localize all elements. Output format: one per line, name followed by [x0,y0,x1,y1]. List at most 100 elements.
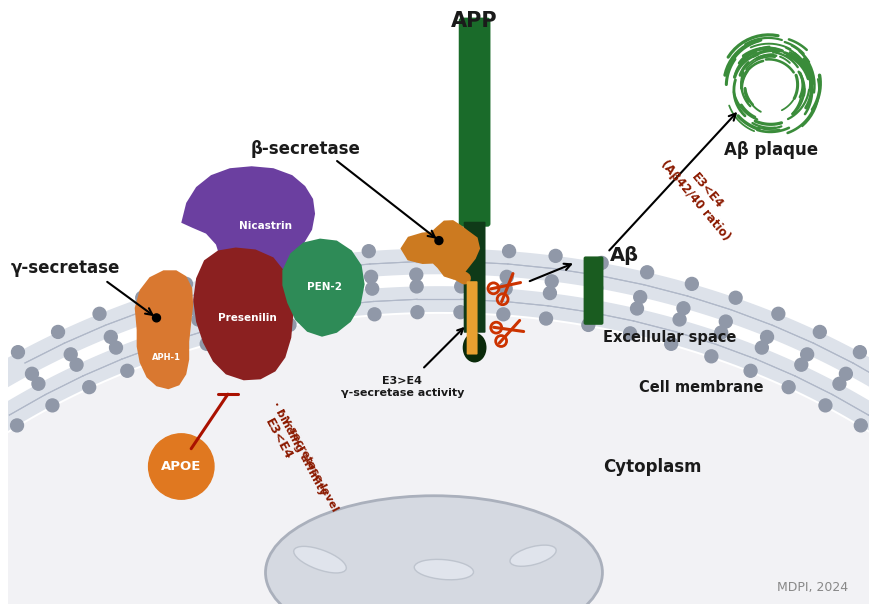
Text: β-secretase: β-secretase [250,140,360,158]
Circle shape [282,319,295,331]
FancyBboxPatch shape [458,18,490,226]
Circle shape [499,282,512,295]
Circle shape [46,399,59,412]
Circle shape [83,381,96,393]
Circle shape [587,293,600,306]
Circle shape [192,313,204,326]
Circle shape [241,327,254,340]
Circle shape [322,287,334,299]
Text: Cytoplasm: Cytoplasm [602,458,700,475]
Text: · binding affinity: · binding affinity [270,400,328,497]
Circle shape [496,308,509,320]
Text: PEN-2: PEN-2 [307,282,342,292]
Circle shape [11,346,24,359]
Circle shape [275,282,288,294]
Circle shape [813,325,826,338]
Circle shape [188,302,201,314]
Circle shape [150,326,163,339]
Circle shape [633,291,646,304]
Circle shape [853,419,866,432]
Text: γ-secretase: γ-secretase [10,259,120,277]
Circle shape [623,327,636,340]
Circle shape [145,315,158,328]
Text: Aβ: Aβ [610,246,639,265]
Circle shape [121,364,134,377]
Circle shape [673,313,686,326]
Circle shape [152,314,160,322]
Circle shape [362,245,375,257]
Circle shape [454,268,468,281]
Circle shape [545,275,558,288]
Circle shape [315,249,328,262]
Circle shape [781,381,794,393]
Polygon shape [0,248,869,607]
Circle shape [743,364,756,377]
Ellipse shape [414,560,473,580]
Circle shape [839,367,852,380]
FancyBboxPatch shape [466,281,477,354]
Ellipse shape [462,333,486,362]
Circle shape [754,341,767,354]
Circle shape [502,245,515,257]
Text: · γ-secretase level: · γ-secretase level [277,408,340,514]
Circle shape [719,315,732,328]
FancyBboxPatch shape [583,256,603,325]
Circle shape [368,308,381,320]
Circle shape [548,249,561,262]
Circle shape [760,330,773,344]
Circle shape [319,275,332,288]
Polygon shape [193,248,293,381]
Circle shape [149,434,214,499]
Text: APP: APP [451,11,497,31]
Circle shape [200,337,213,350]
Circle shape [234,302,247,315]
Circle shape [832,378,845,390]
Text: MDPI, 2024: MDPI, 2024 [776,581,847,594]
Circle shape [409,268,422,281]
Circle shape [640,266,653,279]
Circle shape [500,270,513,283]
Circle shape [408,242,421,255]
Circle shape [109,341,123,354]
Polygon shape [181,166,315,314]
Polygon shape [400,220,480,280]
Ellipse shape [265,496,601,607]
Text: APH-1: APH-1 [152,353,181,362]
Circle shape [277,293,290,306]
Circle shape [455,242,468,255]
Text: Presenilin: Presenilin [218,313,276,323]
Circle shape [454,280,468,293]
Polygon shape [0,314,869,607]
Text: E3>E4
γ-secretase activity: E3>E4 γ-secretase activity [340,376,463,398]
Circle shape [10,419,23,432]
Circle shape [269,257,282,270]
Circle shape [325,312,338,325]
Text: E3<E4: E3<E4 [262,416,295,462]
Circle shape [231,291,244,304]
Circle shape [685,277,698,290]
Circle shape [434,237,442,245]
Circle shape [51,325,64,338]
Text: Nicastrin: Nicastrin [239,221,292,231]
Circle shape [70,358,83,371]
Circle shape [728,291,741,304]
Circle shape [409,280,422,293]
Circle shape [224,266,237,279]
Circle shape [589,282,602,294]
Circle shape [676,302,689,314]
Circle shape [410,306,423,319]
Polygon shape [282,239,364,337]
Ellipse shape [509,545,555,566]
Polygon shape [135,270,193,389]
Circle shape [704,350,717,363]
Circle shape [25,367,38,380]
Circle shape [664,337,677,350]
Circle shape [543,287,555,299]
Circle shape [454,306,467,319]
Text: Aβ plaque: Aβ plaque [723,141,817,160]
Circle shape [136,291,149,304]
Circle shape [160,350,173,363]
Ellipse shape [294,546,346,573]
Circle shape [799,348,813,361]
Text: Excellular space: Excellular space [602,330,736,345]
